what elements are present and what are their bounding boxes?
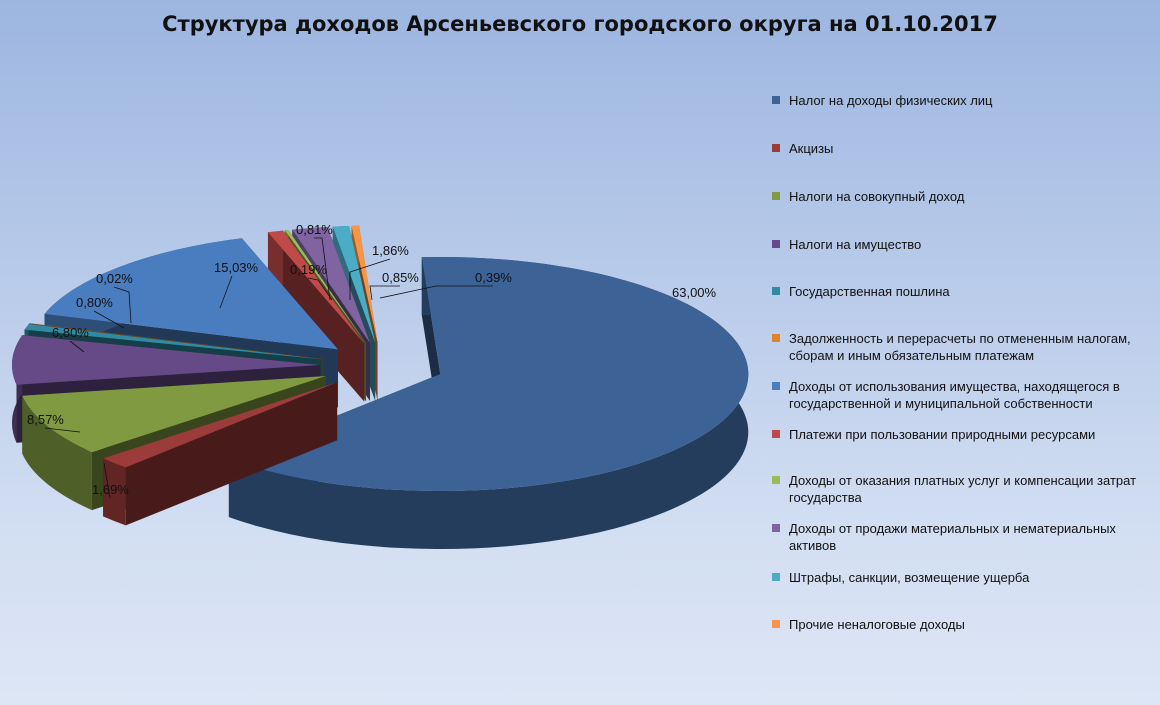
legend-swatch (772, 476, 780, 484)
data-label-leader (307, 277, 333, 301)
data-label-leader (349, 258, 391, 300)
data-label: 0,19% (290, 262, 327, 277)
legend-swatch (772, 620, 780, 628)
legend-swatch (772, 524, 780, 532)
pie-slice (103, 382, 338, 526)
legend-swatch (772, 144, 780, 152)
data-label: 0,81% (296, 222, 333, 237)
data-label: 15,03% (214, 260, 259, 275)
data-label-leader (369, 285, 400, 301)
legend-label: Платежи при пользовании природными ресур… (789, 427, 1096, 442)
data-label: 63,00% (672, 285, 717, 300)
data-label-leader (93, 310, 125, 329)
legend-swatch (772, 573, 780, 581)
data-label: 0,80% (76, 295, 113, 310)
legend-label: Доходы от оказания платных услуг и компе… (789, 473, 1137, 505)
legend-swatch (772, 240, 780, 248)
chart-title: Структура доходов Арсеньевского городско… (162, 12, 998, 36)
legend-label: Налоги на имущество (789, 237, 922, 252)
legend-label: Доходы от использования имущества, наход… (789, 379, 1120, 411)
legend-label: Государственная пошлина (789, 284, 950, 299)
legend-swatch (772, 96, 780, 104)
pie-slice (228, 257, 749, 550)
legend-swatch (772, 430, 780, 438)
data-label: 0,39% (475, 270, 512, 285)
data-label: 6,80% (52, 325, 89, 340)
data-label: 0,02% (96, 271, 133, 286)
legend-label: Акцизы (789, 141, 834, 156)
legend-swatch (772, 334, 780, 342)
legend-label: Задолженность и перерасчеты по отмененны… (789, 331, 1131, 363)
legend-label: Прочие неналоговые доходы (789, 617, 965, 632)
legend-label: Налоги на совокупный доход (789, 189, 965, 204)
legend-label: Штрафы, санкции, возмещение ущерба (789, 570, 1030, 585)
legend-swatch (772, 287, 780, 295)
data-label-leader (219, 275, 233, 309)
data-label-leader (69, 340, 85, 353)
legend-swatch (772, 192, 780, 200)
data-label: 8,57% (27, 412, 64, 427)
legend-swatch (772, 382, 780, 390)
legend-label: Налог на доходы физических лиц (789, 93, 993, 108)
data-label-leader (314, 237, 331, 301)
data-label: 1,86% (372, 243, 409, 258)
legend-label: Доходы от продажи материальных и нематер… (789, 521, 1116, 553)
data-label-leader (103, 462, 111, 499)
pie-slice (267, 230, 365, 402)
data-label-leader (113, 286, 132, 324)
data-label-leader (379, 285, 493, 299)
data-label: 1,69% (92, 482, 129, 497)
data-label: 0,85% (382, 270, 419, 285)
data-label-leader (44, 427, 81, 433)
